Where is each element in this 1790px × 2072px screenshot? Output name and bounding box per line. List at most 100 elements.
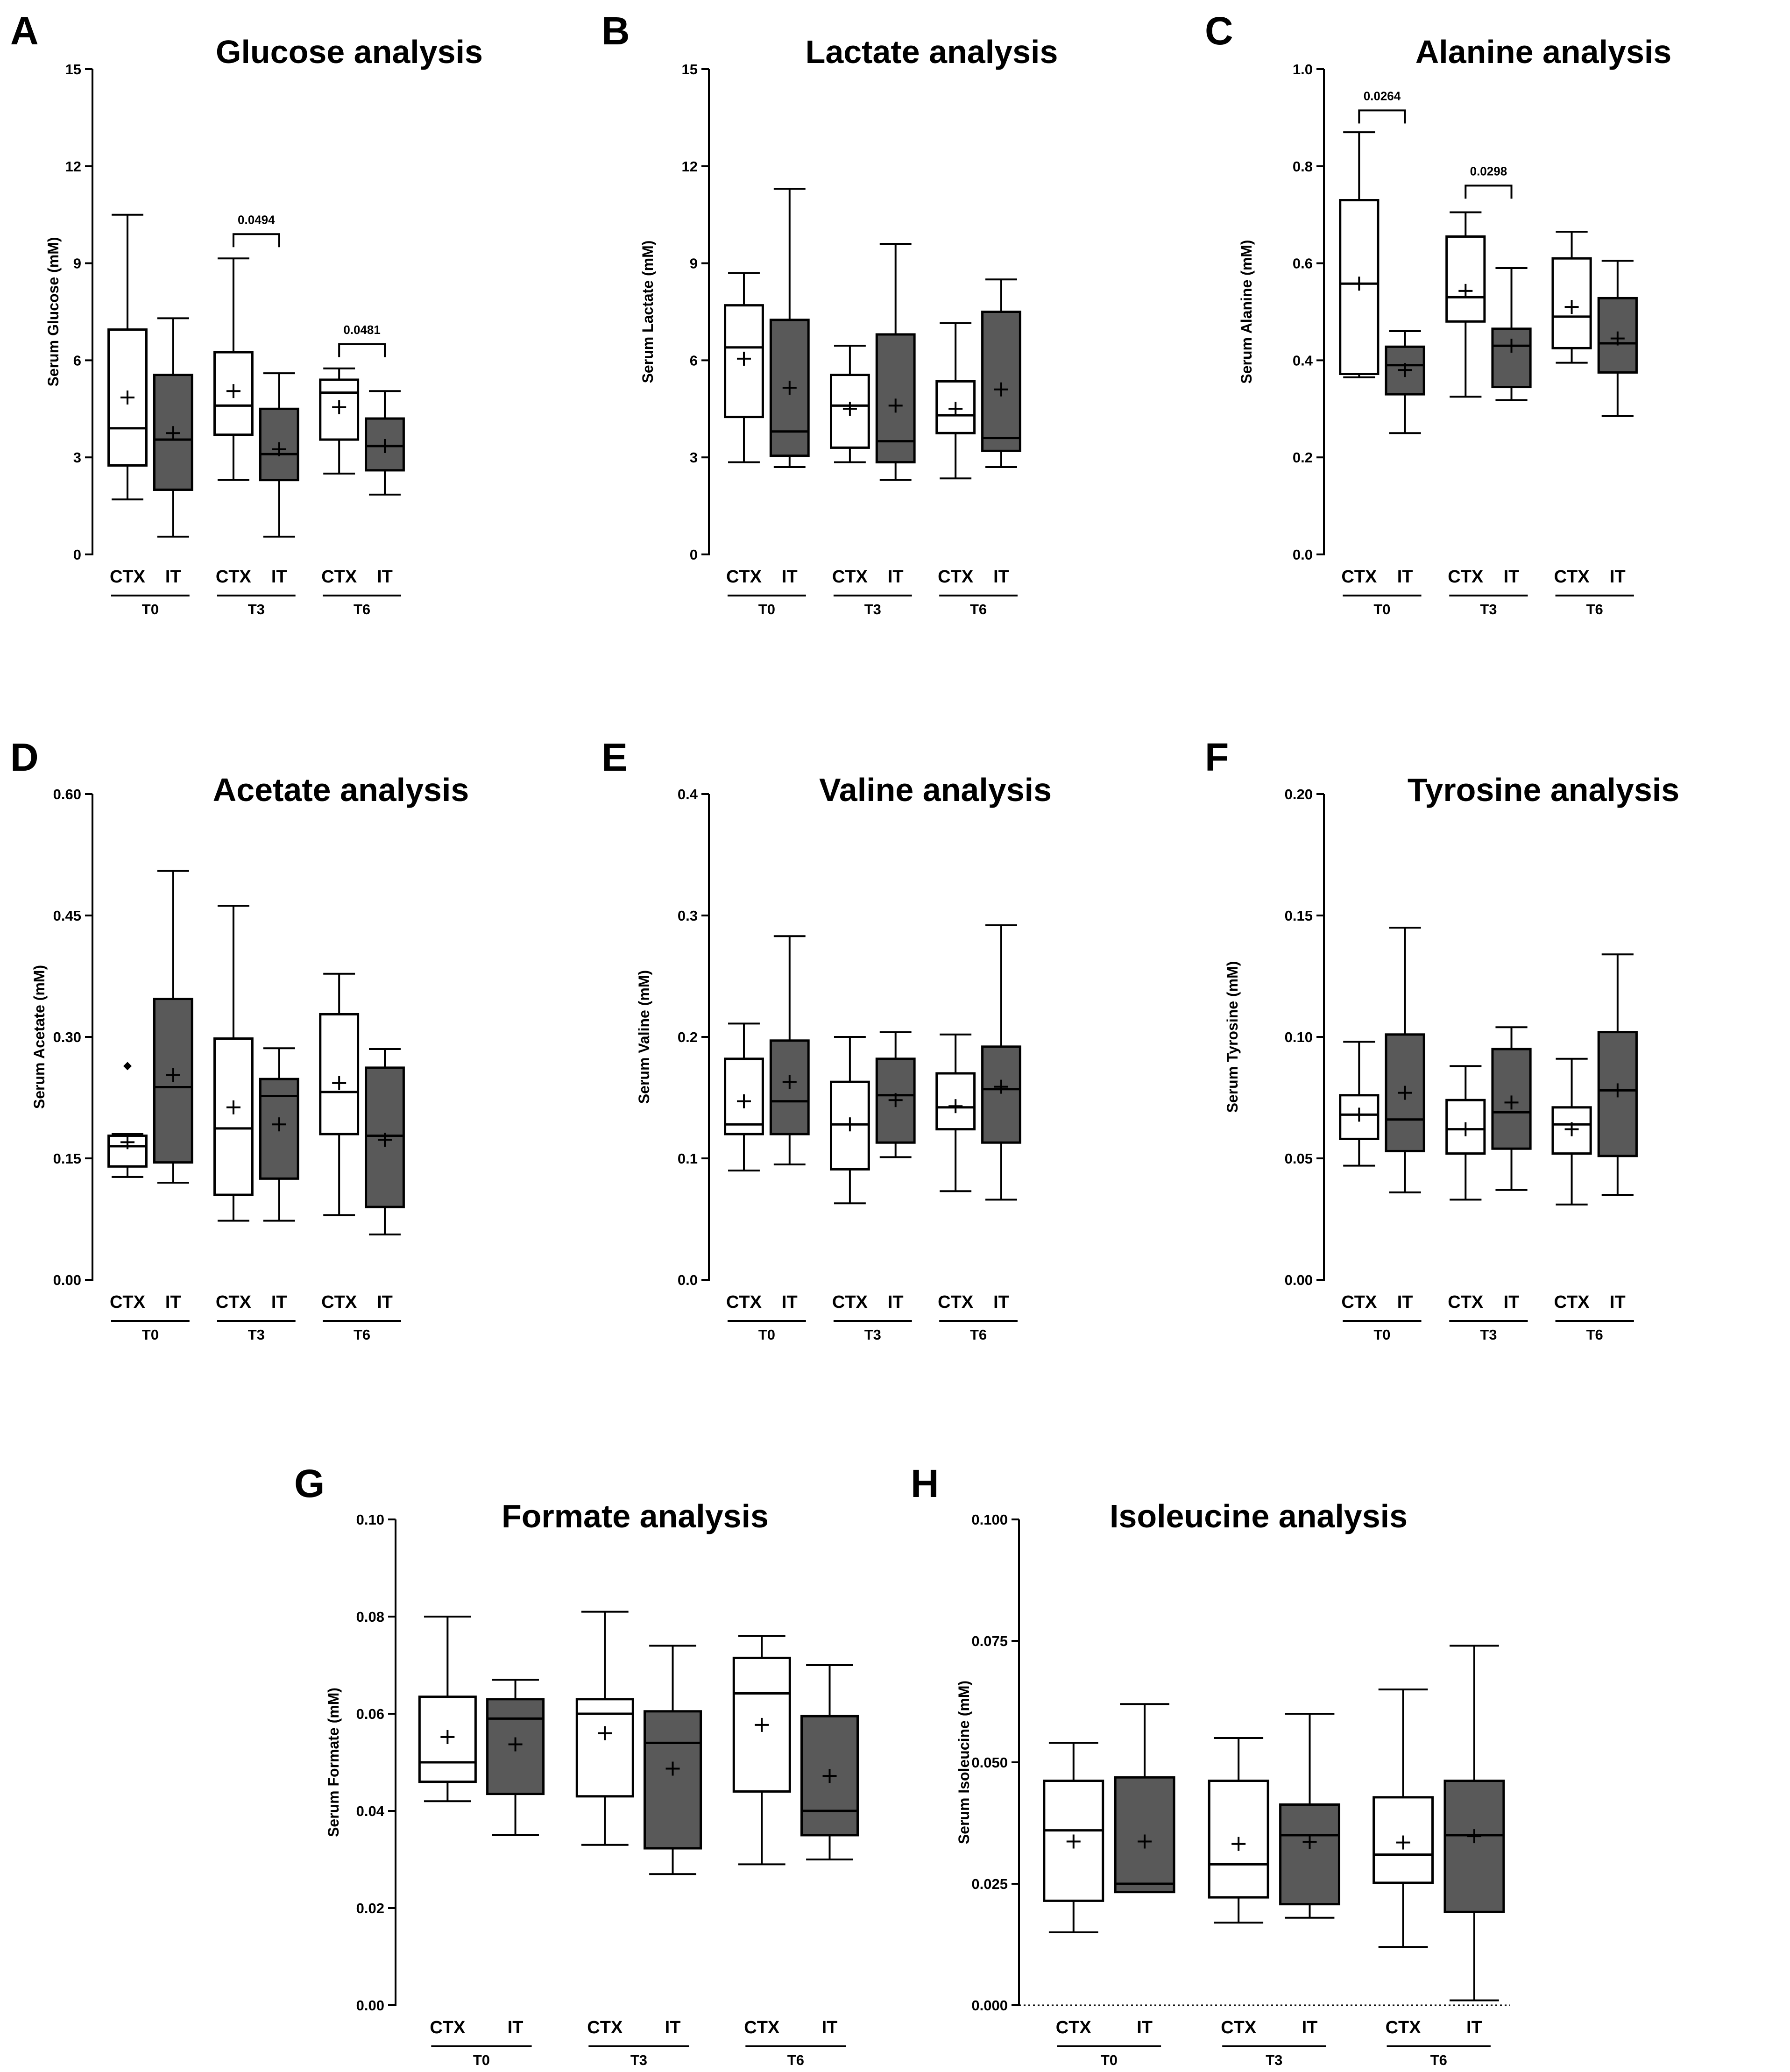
box-t3-it: IT — [259, 372, 299, 587]
y-tick-label: 0.08 — [356, 1609, 384, 1625]
panel-letter: C — [1205, 9, 1233, 53]
timepoint-label: T3 — [864, 1327, 881, 1343]
x-group-label: IT — [1504, 1292, 1520, 1312]
x-group-label: IT — [665, 2018, 681, 2037]
panel-letter: H — [911, 1462, 939, 1505]
x-group-label: CTX — [726, 1292, 762, 1312]
x-group-label: IT — [822, 2018, 838, 2037]
x-group-label: IT — [1610, 1292, 1626, 1312]
x-group-label: CTX — [110, 1292, 146, 1312]
box-t0-it: IT — [153, 317, 193, 587]
box-t6-ctx: CTX — [732, 1635, 791, 2037]
box-iqr — [644, 1710, 702, 1850]
y-tick-label: 3 — [73, 449, 81, 466]
y-tick-label: 15 — [65, 61, 81, 78]
x-group-label: CTX — [216, 1292, 252, 1312]
x-group-label: CTX — [1554, 567, 1590, 587]
box-t6-ctx: CTX — [1373, 1689, 1434, 2037]
x-group-label: IT — [508, 2018, 524, 2037]
timepoint-label: T6 — [1586, 601, 1603, 617]
box-t6-ctx: CTX — [1551, 1057, 1592, 1312]
x-group-label: CTX — [938, 1292, 974, 1312]
box-iqr — [875, 333, 916, 464]
x-group-label: CTX — [587, 2018, 623, 2037]
y-tick-label: 0.4 — [678, 786, 698, 802]
x-group-label: CTX — [1221, 2018, 1257, 2037]
box-t0-ctx: CTX — [1339, 1041, 1380, 1312]
timepoint-label: T0 — [758, 601, 775, 617]
x-group-label: IT — [888, 1292, 904, 1312]
box-t3-ctx: CTX — [829, 1036, 870, 1312]
box-t0-ctx: CTX — [107, 213, 148, 587]
y-tick-label: 0.4 — [1293, 352, 1313, 369]
x-group-label: CTX — [832, 567, 868, 587]
y-tick-label: 0 — [690, 546, 698, 563]
timepoint-label: T3 — [1480, 1327, 1497, 1343]
panel-g: G Formate analysis 0.00 0.02 0.04 0.06 0.08 0.1… — [294, 1462, 859, 2068]
significance-bracket — [232, 233, 280, 248]
x-group-label: CTX — [216, 567, 252, 587]
y-tick-label: 0.050 — [971, 1754, 1008, 1771]
x-group-label: IT — [165, 567, 181, 587]
x-group-label: CTX — [1386, 2018, 1422, 2037]
y-tick-label: 0.100 — [971, 1511, 1008, 1528]
box-iqr — [724, 1057, 764, 1135]
panel-e: E Valine analysis 0.0 0.1 0.2 0.3 0.4 Serum Val… — [601, 735, 1052, 1343]
x-group-label: IT — [271, 1292, 287, 1312]
x-group-label: IT — [1610, 567, 1626, 587]
y-tick-label: 12 — [682, 158, 698, 175]
y-axis-label: Serum Valine (mM) — [636, 970, 652, 1104]
chart-title: Isoleucine analysis — [1110, 1498, 1408, 1534]
x-group-label: CTX — [726, 567, 762, 587]
y-tick-label: 9 — [690, 255, 698, 272]
box-t0-ctx: CTX — [724, 272, 764, 587]
y-tick-label: 0.025 — [971, 1876, 1008, 1892]
y-tick-label: 0.6 — [1293, 255, 1313, 272]
panel-letter: B — [601, 9, 630, 53]
x-group-label: IT — [1302, 2018, 1318, 2037]
panel-letter: D — [10, 735, 39, 779]
y-tick-label: 0.00 — [53, 1272, 81, 1288]
box-iqr — [213, 1037, 254, 1196]
x-group-label: IT — [1397, 567, 1413, 587]
box-t3-it: IT — [1279, 1713, 1340, 2037]
y-tick-label: 0.20 — [1285, 786, 1313, 802]
timepoint-label: T3 — [630, 2052, 647, 2068]
box-t3-it: IT — [875, 243, 916, 587]
chart-title: Tyrosine analysis — [1408, 772, 1679, 808]
y-tick-label: 0.1 — [678, 1150, 698, 1167]
box-t6-it: IT — [800, 1664, 859, 2037]
y-tick-label: 0.00 — [1285, 1272, 1313, 1288]
chart-title: Formate analysis — [502, 1498, 769, 1534]
y-tick-label: 9 — [73, 255, 81, 272]
chart-title: Lactate analysis — [806, 34, 1058, 70]
box-t3-ctx: CTX — [1445, 1065, 1486, 1312]
timepoint-label: T6 — [970, 601, 987, 617]
box-t6-it: IT — [1597, 953, 1638, 1312]
x-group-label: IT — [888, 567, 904, 587]
x-group-label: IT — [377, 567, 393, 587]
box-t0-it: IT — [769, 188, 810, 587]
box-t3-ctx: CTX — [575, 1611, 634, 2037]
y-tick-label: 0.8 — [1293, 158, 1313, 175]
x-group-label: CTX — [1554, 1292, 1590, 1312]
significance-bracket — [1358, 109, 1406, 124]
y-tick-label: 0.04 — [356, 1803, 385, 1819]
p-value-label: 0.0298 — [1470, 164, 1507, 178]
box-t6-ctx: CTX — [319, 367, 360, 587]
box-iqr — [213, 351, 254, 436]
y-tick-label: 15 — [682, 61, 698, 78]
box-t3-ctx: CTX — [1208, 1737, 1269, 2037]
box-t6-it: IT — [981, 278, 1021, 587]
panel-c: C Alanine analysis 0.0 0.2 0.4 0.6 0.8 1.0 Serum… — [1205, 9, 1671, 617]
y-tick-label: 0.00 — [356, 1997, 384, 2014]
y-tick-label: 0.0 — [1293, 546, 1313, 563]
x-group-label: IT — [1466, 2018, 1482, 2037]
y-tick-label: 0.10 — [1285, 1029, 1313, 1045]
y-tick-label: 0.15 — [53, 1150, 81, 1167]
significance-bracket — [338, 343, 386, 357]
box-t6-ctx: CTX — [935, 322, 976, 587]
box-t3-ctx: CTX — [1445, 211, 1486, 587]
box-iqr — [1445, 235, 1486, 323]
timepoint-label: T0 — [1373, 1327, 1390, 1343]
